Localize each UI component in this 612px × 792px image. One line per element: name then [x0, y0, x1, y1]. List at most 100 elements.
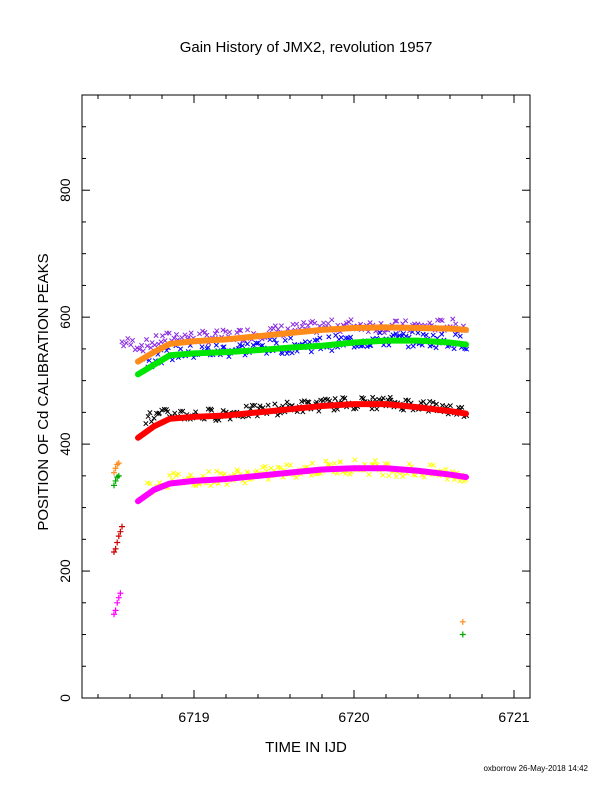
data-point [115, 594, 122, 601]
data-point [143, 337, 150, 343]
data-point [338, 334, 344, 341]
data-point [377, 330, 383, 336]
data-point [148, 345, 154, 351]
data-point [165, 409, 171, 415]
data-point [299, 323, 305, 329]
data-point [287, 462, 293, 468]
data-point [420, 331, 426, 337]
data-point [236, 327, 242, 333]
data-point [352, 457, 358, 463]
data-point [209, 407, 215, 413]
data-point [151, 415, 157, 421]
data-point [244, 327, 251, 333]
data-point [403, 318, 409, 324]
data-point [412, 472, 418, 478]
data-point [143, 421, 149, 427]
series-5 [135, 337, 469, 378]
data-point [119, 523, 125, 530]
data-point [439, 402, 446, 408]
data-point [242, 480, 248, 486]
data-point [193, 483, 199, 489]
data-point [364, 343, 370, 350]
data-point [400, 473, 406, 479]
data-point [376, 396, 382, 402]
data-point [159, 333, 166, 339]
data-point [459, 404, 465, 410]
data-point [450, 316, 456, 322]
data-point [162, 338, 168, 344]
data-point [226, 353, 232, 360]
data-point [380, 395, 386, 401]
data-point [139, 342, 145, 348]
data-point [447, 403, 453, 409]
data-point [343, 335, 349, 341]
x-tick-label: 6721 [498, 709, 529, 725]
data-point [221, 471, 228, 477]
series-3 [143, 457, 469, 499]
data-marks [111, 316, 470, 638]
y-tick-label: 800 [57, 178, 73, 202]
data-point [439, 331, 445, 337]
data-point [148, 419, 155, 425]
data-point [393, 331, 399, 337]
data-point [111, 549, 117, 556]
data-point [147, 481, 153, 487]
data-point [282, 337, 288, 343]
data-point [405, 344, 411, 350]
data-point [220, 327, 226, 333]
data-point [390, 332, 396, 338]
data-point [262, 463, 268, 470]
data-point [439, 318, 445, 324]
data-point [326, 334, 332, 340]
data-point [188, 330, 194, 336]
data-point [265, 402, 271, 408]
data-point [221, 344, 227, 350]
data-point [145, 413, 151, 420]
data-point [278, 323, 284, 329]
data-point [394, 318, 400, 324]
data-point [208, 483, 214, 489]
data-point [380, 472, 386, 478]
data-point [134, 345, 140, 351]
data-point [309, 460, 315, 466]
series-11 [111, 590, 124, 618]
data-point [415, 330, 421, 336]
data-point [117, 590, 124, 597]
data-point [112, 465, 119, 472]
data-point [331, 407, 337, 413]
data-point [166, 330, 172, 336]
data-point [312, 320, 318, 326]
y-axis-ticks: 0 200 400 600 800 [57, 94, 530, 702]
data-point [243, 403, 249, 409]
data-point [321, 320, 327, 326]
data-point [180, 408, 186, 414]
data-point [117, 528, 124, 535]
data-point [238, 328, 244, 334]
data-point [459, 631, 466, 638]
data-point [393, 474, 399, 480]
data-point [288, 335, 294, 341]
data-point [331, 460, 338, 466]
data-point [111, 482, 117, 489]
data-point [205, 345, 211, 351]
data-point [171, 335, 177, 341]
data-point [327, 398, 333, 404]
data-point [294, 321, 300, 327]
data-point [316, 408, 322, 414]
data-point [115, 533, 122, 540]
data-point [317, 335, 323, 341]
series-8 [111, 460, 466, 625]
data-point [214, 468, 220, 474]
data-point [153, 333, 159, 339]
data-point [366, 471, 372, 478]
data-point [279, 351, 285, 357]
data-point [112, 477, 119, 484]
y-tick-label: 200 [57, 559, 73, 583]
data-point [250, 342, 256, 348]
data-point [289, 350, 295, 356]
data-point [220, 407, 226, 414]
data-point [272, 401, 278, 407]
data-point [193, 409, 199, 415]
data-point [459, 618, 466, 625]
